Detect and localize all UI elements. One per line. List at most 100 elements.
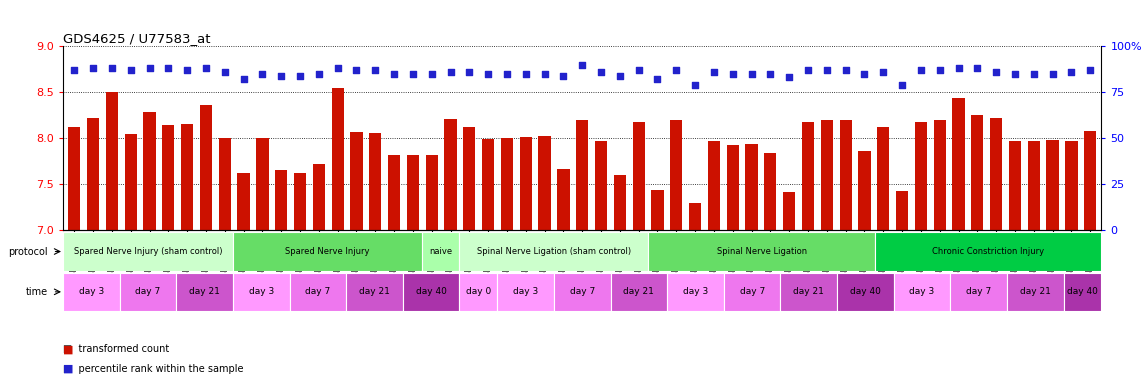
Text: Spinal Nerve Ligation (sham control): Spinal Nerve Ligation (sham control): [476, 247, 631, 256]
Point: [84, 65, 102, 71]
Point: [253, 71, 271, 77]
Text: ■: ■: [63, 364, 73, 374]
Text: Spared Nerve Injury (sham control): Spared Nerve Injury (sham control): [73, 247, 222, 256]
Bar: [143, 113, 156, 230]
Bar: [689, 203, 701, 230]
Bar: [895, 191, 908, 230]
Bar: [727, 145, 739, 230]
Bar: [313, 164, 325, 230]
Point: [837, 67, 855, 73]
Text: day 7: day 7: [306, 287, 331, 296]
Bar: [708, 141, 720, 230]
Bar: [1065, 141, 1077, 230]
Point: [969, 65, 987, 71]
Text: day 7: day 7: [740, 287, 765, 296]
Bar: [1009, 141, 1021, 230]
Bar: [119, 273, 176, 311]
Bar: [500, 138, 513, 230]
Bar: [668, 273, 724, 311]
Bar: [406, 155, 419, 230]
Bar: [1047, 140, 1059, 230]
Point: [498, 71, 516, 77]
Bar: [632, 122, 645, 230]
Bar: [745, 144, 758, 230]
Point: [536, 71, 554, 77]
Bar: [294, 173, 306, 230]
Text: Chronic Constriction Injury: Chronic Constriction Injury: [932, 247, 1044, 256]
Point: [610, 73, 629, 79]
Bar: [200, 105, 212, 230]
Bar: [859, 151, 870, 230]
Bar: [350, 132, 363, 230]
Bar: [953, 98, 964, 230]
Bar: [163, 125, 174, 230]
Bar: [950, 273, 1008, 311]
Point: [197, 65, 215, 71]
Point: [291, 73, 309, 79]
Bar: [915, 122, 927, 230]
Point: [893, 82, 911, 88]
Bar: [875, 232, 1101, 271]
Text: day 21: day 21: [189, 287, 220, 296]
Text: day 21: day 21: [793, 287, 824, 296]
Point: [479, 71, 497, 77]
Point: [911, 67, 930, 73]
Bar: [176, 273, 232, 311]
Point: [742, 71, 760, 77]
Bar: [554, 273, 610, 311]
Text: day 21: day 21: [1020, 287, 1051, 296]
Bar: [482, 139, 495, 230]
Point: [121, 67, 140, 73]
Bar: [839, 120, 852, 230]
Point: [724, 71, 742, 77]
Text: day 21: day 21: [623, 287, 654, 296]
Text: day 40: day 40: [850, 287, 881, 296]
Point: [799, 67, 818, 73]
Text: day 0: day 0: [466, 287, 491, 296]
Bar: [802, 122, 814, 230]
Point: [347, 67, 365, 73]
Bar: [781, 273, 837, 311]
Point: [780, 74, 798, 81]
Bar: [933, 120, 946, 230]
Text: day 40: day 40: [1067, 287, 1098, 296]
Bar: [232, 273, 290, 311]
Bar: [290, 273, 346, 311]
Point: [103, 65, 121, 71]
Point: [987, 69, 1005, 75]
Bar: [421, 232, 459, 271]
Point: [366, 67, 385, 73]
Text: GDS4625 / U77583_at: GDS4625 / U77583_at: [63, 32, 211, 45]
Bar: [464, 127, 475, 230]
Text: naive: naive: [429, 247, 452, 256]
Text: day 3: day 3: [513, 287, 538, 296]
Point: [273, 73, 291, 79]
Bar: [237, 173, 250, 230]
Bar: [520, 137, 532, 230]
Point: [177, 67, 196, 73]
Point: [554, 73, 572, 79]
Point: [1005, 71, 1024, 77]
Bar: [403, 273, 459, 311]
Point: [460, 69, 479, 75]
Point: [592, 69, 610, 75]
Text: day 7: day 7: [966, 287, 992, 296]
Text: day 7: day 7: [135, 287, 160, 296]
Bar: [1064, 273, 1101, 311]
Text: day 3: day 3: [682, 287, 708, 296]
Point: [441, 69, 459, 75]
Point: [705, 69, 724, 75]
Point: [630, 67, 648, 73]
Bar: [346, 273, 403, 311]
Point: [855, 71, 874, 77]
Text: day 3: day 3: [248, 287, 274, 296]
Point: [309, 71, 327, 77]
Bar: [837, 273, 894, 311]
Bar: [821, 120, 832, 230]
Bar: [652, 190, 664, 230]
Bar: [426, 155, 437, 230]
Point: [931, 67, 949, 73]
Bar: [1084, 131, 1096, 230]
Point: [404, 71, 423, 77]
Bar: [87, 118, 100, 230]
